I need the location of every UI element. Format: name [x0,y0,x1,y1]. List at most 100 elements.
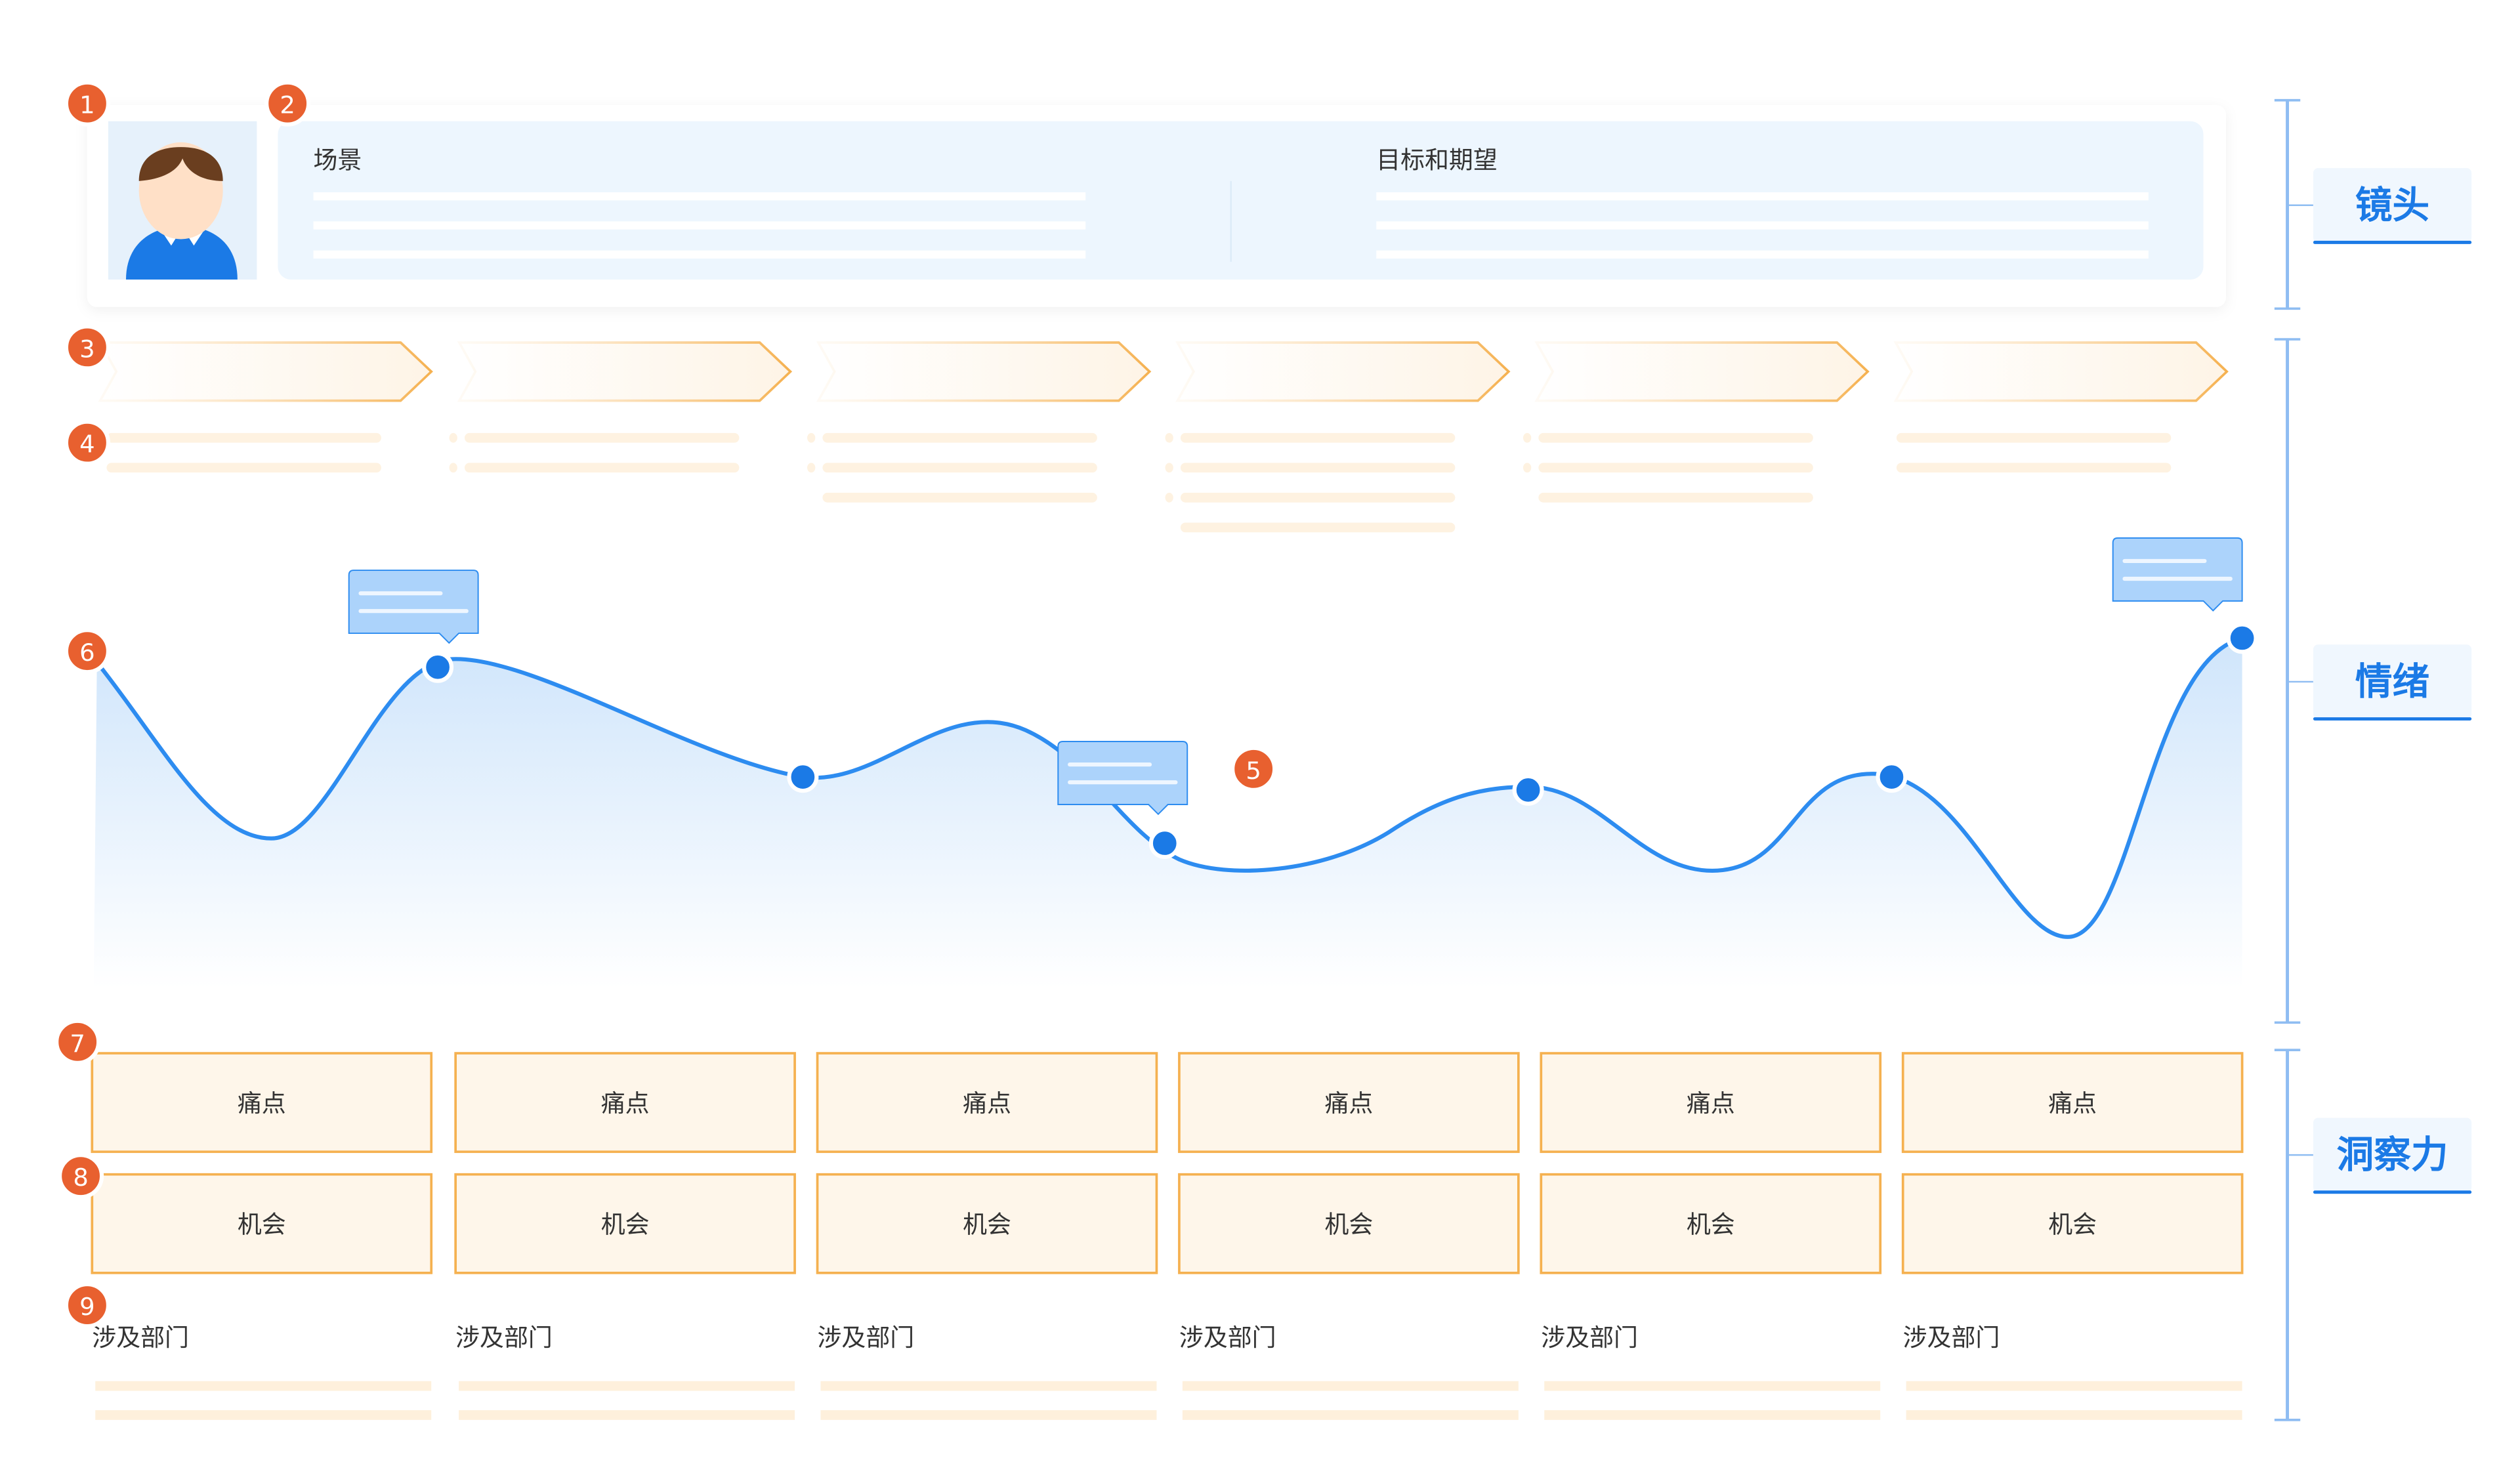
persona-avatar [108,121,257,280]
emotion-point[interactable] [1512,774,1544,806]
department-line [459,1410,795,1420]
pain-point-box[interactable]: 痛点 [454,1052,796,1154]
pain-point-box[interactable]: 痛点 [816,1052,1158,1154]
pain-point-box[interactable]: 痛点 [1178,1052,1520,1154]
action-line [106,432,381,443]
emotion-points [422,622,2258,860]
emotion-point[interactable] [787,761,819,793]
action-bullet [1522,432,1532,443]
step-badge: 6 [64,628,110,675]
emotion-point[interactable] [1148,827,1181,860]
action-bullet [1165,463,1173,473]
comment-bubble[interactable] [1057,741,1188,816]
action-bullet [449,463,457,473]
pain-point-box-label: 痛点 [1324,1089,1373,1117]
action-line [822,432,1097,443]
step-badge-number: 9 [79,1293,94,1321]
stage-arrow[interactable] [457,341,793,402]
action-line [822,463,1097,473]
pain-point-box-label: 痛点 [2048,1089,2097,1117]
department-line [1544,1410,1881,1420]
department-line [95,1410,432,1420]
comment-bubble[interactable] [348,570,479,644]
step-badge: 4 [64,419,110,466]
user-avatar-icon [126,142,238,280]
step-badge-number: 5 [1246,757,1261,785]
section-label[interactable]: 镜头 [2313,168,2472,244]
step-badge: 3 [64,324,110,371]
section-bracket [2274,1049,2313,1421]
pain-point-box[interactable]: 痛点 [1901,1052,2244,1154]
stage-arrow[interactable] [98,341,433,402]
step-badge-number: 4 [79,430,94,459]
department-line [1182,1410,1519,1420]
pain-point-box-label: 痛点 [1687,1089,1735,1117]
opportunity-box[interactable]: 机会 [91,1173,433,1274]
opportunity-box[interactable]: 机会 [1178,1173,1520,1274]
opportunity-box-label: 机会 [1324,1210,1373,1238]
stage-arrow[interactable] [1534,341,1870,402]
opportunity-box-label: 机会 [963,1210,1011,1238]
emotion-point[interactable] [1876,761,1908,793]
step-badge-number: 6 [79,638,94,667]
action-line [1180,522,1456,533]
action-line [1538,492,1813,503]
department-line [820,1381,1157,1391]
step-badge-number: 2 [280,91,295,119]
action-bullet [1165,432,1173,443]
step-badge: 5 [1230,745,1277,792]
action-line [106,463,381,473]
scene-placeholder-lines [313,192,1086,259]
comment-bubble[interactable] [2112,537,2243,612]
pain-point-box[interactable]: 痛点 [91,1052,433,1154]
stage-action-lines [106,432,2172,533]
action-line [1180,492,1456,503]
goals-title: 目标和期望 [1376,146,1498,174]
department-label: 涉及部门 [818,1324,915,1352]
step-badges: 1 2 3 4 5 6 7 8 9 [54,80,1277,1329]
section-bracket [2274,338,2313,1024]
action-line [1538,432,1813,443]
emotion-curve [95,636,2243,939]
emotion-point[interactable] [2226,622,2258,654]
action-line [1180,463,1456,473]
section-bracket [2274,98,2313,310]
section-label[interactable]: 洞察力 [2313,1117,2472,1194]
pain-point-box[interactable]: 痛点 [1540,1052,1882,1154]
opportunity-box-label: 机会 [2048,1210,2097,1238]
pain-point-box-label: 痛点 [963,1089,1011,1117]
stage-arrow[interactable] [1175,341,1511,402]
opportunity-box-label: 机会 [1687,1210,1735,1238]
department-line [95,1381,432,1391]
section-label-text: 洞察力 [2337,1133,2448,1177]
step-badge: 2 [264,80,311,127]
department-line [820,1410,1157,1420]
department-line [1544,1381,1881,1391]
goals-placeholder-lines [1376,192,2149,259]
emotion-point[interactable] [422,651,454,683]
step-badge-number: 7 [70,1030,85,1058]
action-line [464,432,740,443]
department-label: 涉及部门 [1179,1324,1276,1352]
step-badge-number: 1 [79,91,94,119]
action-bullet [807,463,816,473]
section-label[interactable]: 情绪 [2313,644,2472,721]
pain-point-box-label: 痛点 [238,1089,286,1117]
opportunity-box[interactable]: 机会 [454,1173,796,1274]
department-line [1906,1381,2242,1391]
stage-arrows [98,341,2229,402]
stage-arrow[interactable] [816,341,1152,402]
opportunity-box[interactable]: 机会 [816,1173,1158,1274]
step-badge: 9 [64,1282,110,1329]
stage-arrow[interactable] [1893,341,2229,402]
opportunity-box[interactable]: 机会 [1540,1173,1882,1274]
comment-bubbles [348,537,2243,816]
department-line [1906,1410,2242,1420]
pain-point-box-label: 痛点 [601,1089,650,1117]
step-badge: 7 [54,1018,101,1065]
opportunity-box[interactable]: 机会 [1901,1173,2244,1274]
section-label-text: 情绪 [2355,660,2429,703]
step-badge-number: 3 [79,335,94,363]
action-bullet [1165,492,1173,503]
